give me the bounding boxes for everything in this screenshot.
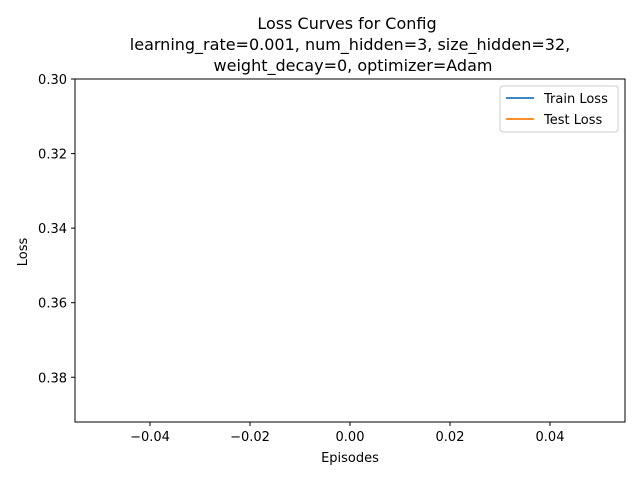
legend-label-train-loss: Train Loss xyxy=(543,92,608,107)
x-axis-label: Episodes xyxy=(321,451,379,466)
legend-label-test-loss: Test Loss xyxy=(543,113,602,128)
y-axis-label: Loss xyxy=(16,238,31,267)
y-tick-label: 0.38 xyxy=(38,371,67,386)
x-axis-ticks: −0.04 −0.02 0.00 0.02 0.04 xyxy=(130,422,564,445)
chart-title-line-2: learning_rate=0.001, num_hidden=3, size_… xyxy=(130,35,570,55)
chart-title-line-1: Loss Curves for Config xyxy=(257,14,436,33)
y-axis-ticks: 0.30 0.32 0.34 0.36 0.38 xyxy=(38,73,75,386)
y-tick-label: 0.30 xyxy=(38,73,67,88)
x-tick-label: −0.02 xyxy=(230,430,270,445)
y-tick-label: 0.36 xyxy=(38,297,67,312)
x-tick-label: 0.04 xyxy=(536,430,565,445)
chart-title-line-3: weight_decay=0, optimizer=Adam xyxy=(214,56,493,76)
legend: Train Loss Test Loss xyxy=(499,85,619,133)
x-tick-label: 0.02 xyxy=(436,430,465,445)
y-tick-label: 0.34 xyxy=(38,222,67,237)
y-tick-label: 0.32 xyxy=(38,148,67,163)
plot-area xyxy=(74,78,626,423)
x-tick-label: −0.04 xyxy=(130,430,170,445)
x-tick-label: 0.00 xyxy=(336,430,365,445)
